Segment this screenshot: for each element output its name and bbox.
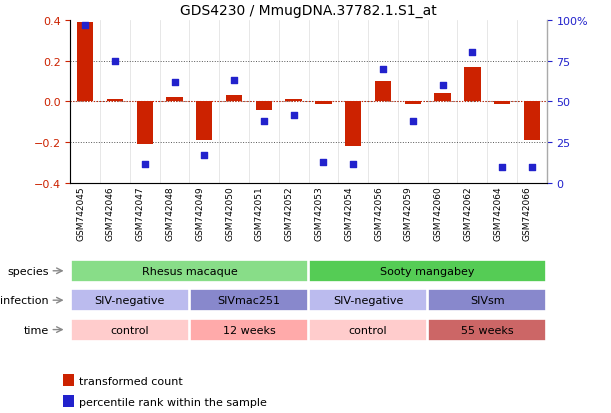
Bar <box>434 94 451 102</box>
Text: control: control <box>349 325 387 335</box>
Bar <box>77 23 93 102</box>
Text: GSM742050: GSM742050 <box>225 186 234 240</box>
Bar <box>315 102 332 104</box>
Text: SIV-negative: SIV-negative <box>333 295 403 306</box>
Text: GSM742049: GSM742049 <box>196 186 204 240</box>
Bar <box>524 102 540 141</box>
Text: GSM742059: GSM742059 <box>404 186 413 240</box>
Bar <box>71 319 189 341</box>
Bar <box>63 395 74 407</box>
Text: GSM742054: GSM742054 <box>344 186 353 240</box>
Text: SIV-negative: SIV-negative <box>95 295 165 306</box>
Text: GSM742045: GSM742045 <box>76 186 85 240</box>
Bar <box>464 68 481 102</box>
Text: control: control <box>111 325 149 335</box>
Bar <box>166 98 183 102</box>
Bar <box>190 319 308 341</box>
Title: GDS4230 / MmugDNA.37782.1.S1_at: GDS4230 / MmugDNA.37782.1.S1_at <box>180 4 437 18</box>
Point <box>467 50 477 57</box>
Text: GSM742051: GSM742051 <box>255 186 264 240</box>
Point <box>199 153 209 159</box>
Point <box>110 58 120 65</box>
Text: SIVsm: SIVsm <box>470 295 505 306</box>
Bar <box>494 102 510 104</box>
Text: 55 weeks: 55 weeks <box>461 325 514 335</box>
Point <box>408 119 418 125</box>
Point <box>497 164 507 171</box>
Point <box>348 161 358 168</box>
Bar <box>309 290 427 311</box>
Point <box>229 78 239 84</box>
Text: species: species <box>7 266 49 276</box>
Text: infection: infection <box>1 295 49 306</box>
Text: GSM742048: GSM742048 <box>166 186 175 240</box>
Text: GSM742046: GSM742046 <box>106 186 115 240</box>
Bar <box>71 290 189 311</box>
Bar <box>255 102 272 110</box>
Point <box>378 66 388 73</box>
Point <box>170 79 180 86</box>
Bar <box>428 290 546 311</box>
Point <box>289 112 299 119</box>
Bar <box>63 375 74 386</box>
Text: GSM742052: GSM742052 <box>285 186 294 240</box>
Text: transformed count: transformed count <box>79 376 183 386</box>
Point <box>527 164 537 171</box>
Text: 12 weeks: 12 weeks <box>222 325 276 335</box>
Bar <box>309 319 427 341</box>
Bar <box>190 290 308 311</box>
Text: GSM742047: GSM742047 <box>136 186 145 240</box>
Bar <box>285 100 302 102</box>
Bar <box>196 102 213 141</box>
Text: GSM742062: GSM742062 <box>463 186 472 240</box>
Text: Sooty mangabey: Sooty mangabey <box>381 266 475 276</box>
Text: GSM742064: GSM742064 <box>493 186 502 240</box>
Bar <box>404 102 421 104</box>
Bar <box>71 260 308 282</box>
Bar <box>107 100 123 102</box>
Text: GSM742056: GSM742056 <box>374 186 383 240</box>
Bar <box>428 319 546 341</box>
Text: SIVmac251: SIVmac251 <box>218 295 280 306</box>
Text: GSM742066: GSM742066 <box>523 186 532 240</box>
Point <box>259 119 269 125</box>
Text: GSM742060: GSM742060 <box>434 186 442 240</box>
Text: time: time <box>24 325 49 335</box>
Bar <box>136 102 153 145</box>
Text: percentile rank within the sample: percentile rank within the sample <box>79 397 266 407</box>
Bar <box>226 96 243 102</box>
Text: Rhesus macaque: Rhesus macaque <box>142 266 237 276</box>
Point <box>437 83 447 89</box>
Point <box>80 22 90 29</box>
Bar <box>345 102 362 147</box>
Bar <box>309 260 546 282</box>
Point <box>318 159 328 166</box>
Point <box>140 161 150 168</box>
Text: GSM742053: GSM742053 <box>315 186 323 240</box>
Bar <box>375 82 391 102</box>
